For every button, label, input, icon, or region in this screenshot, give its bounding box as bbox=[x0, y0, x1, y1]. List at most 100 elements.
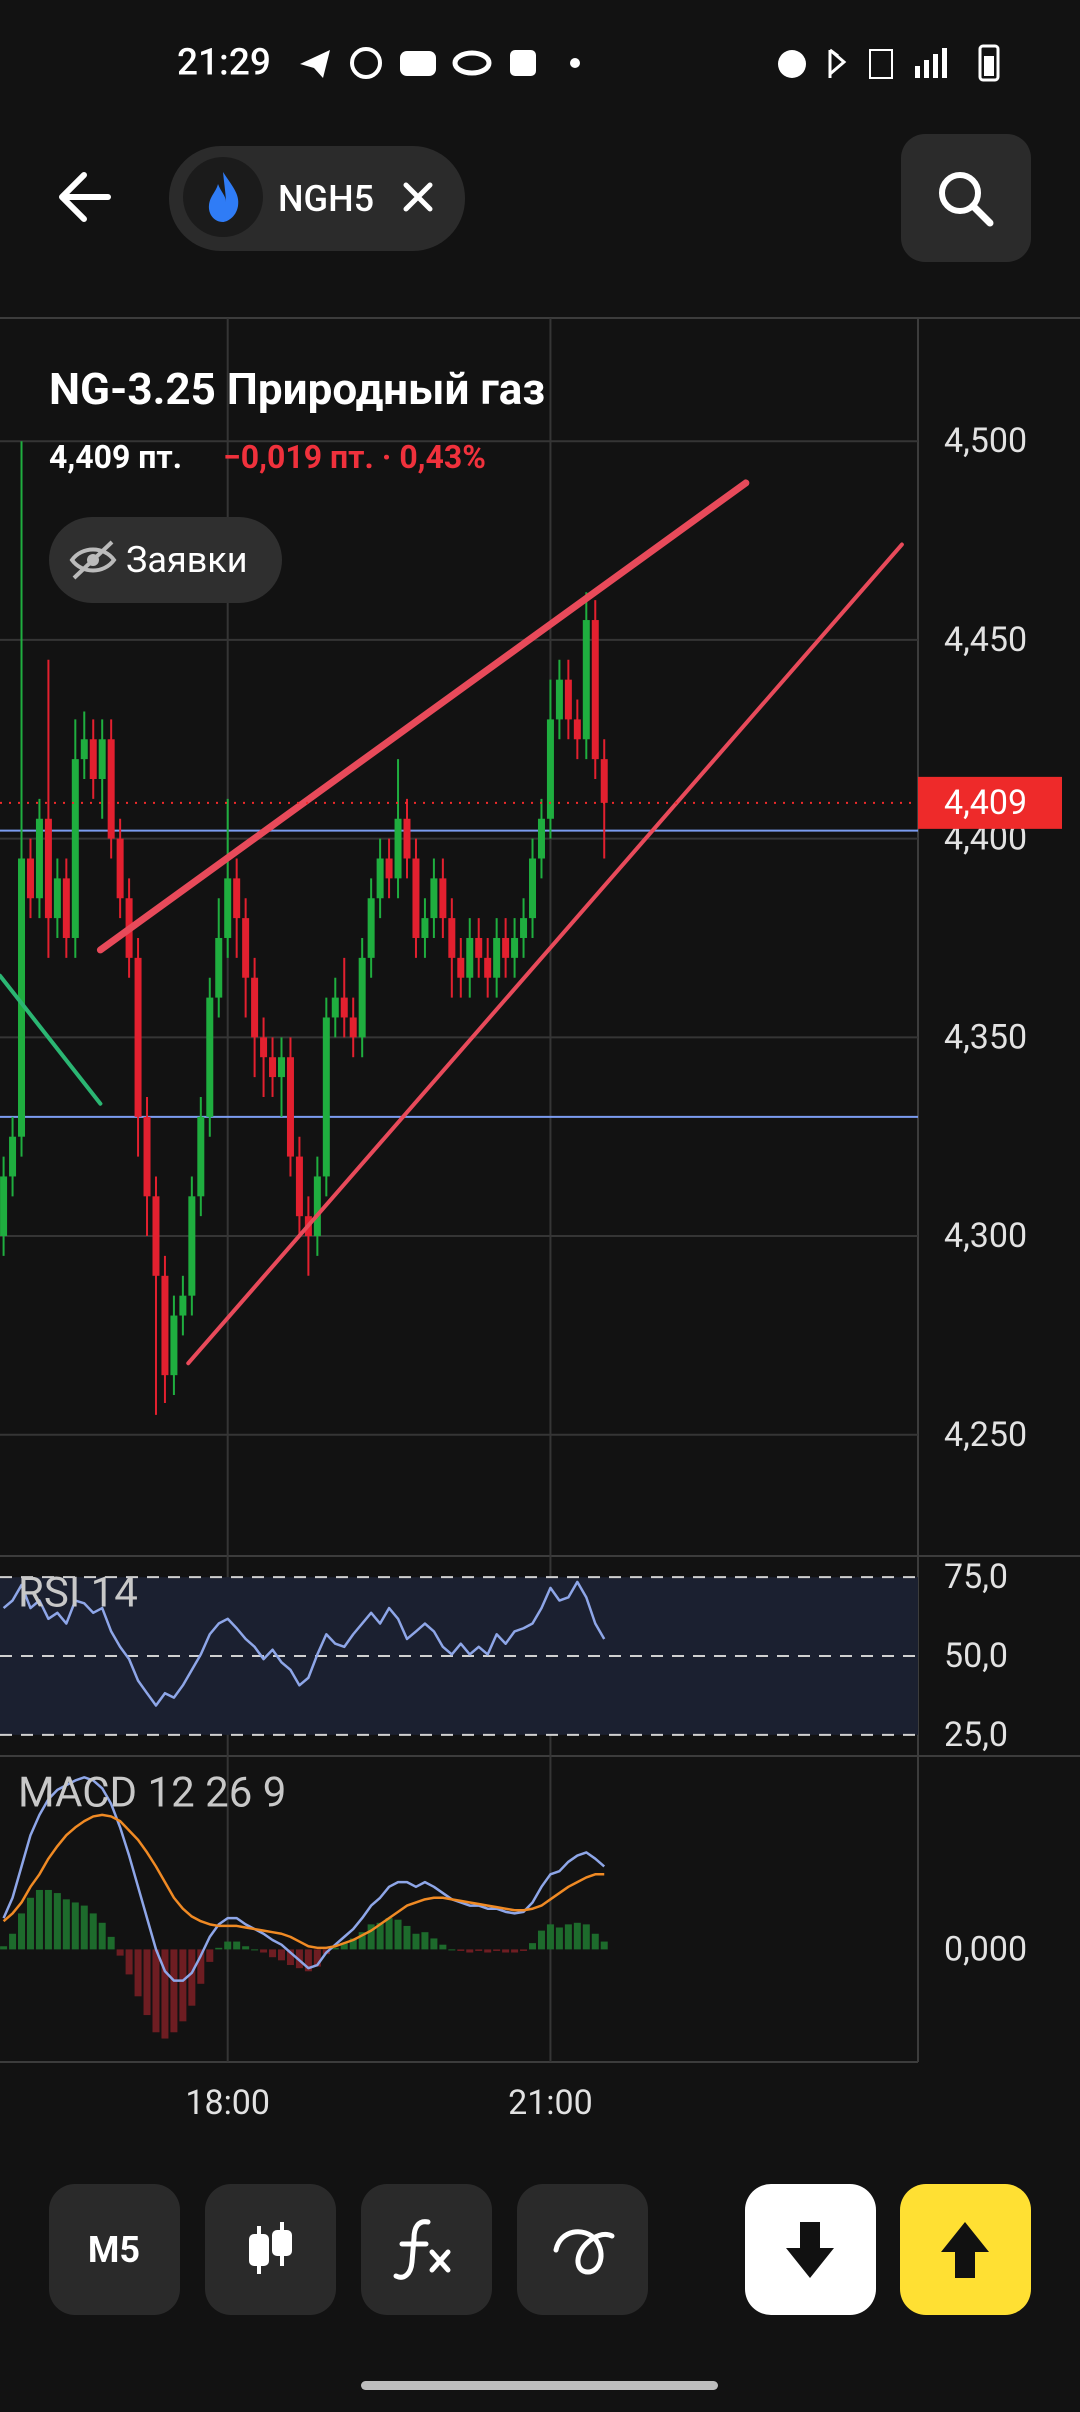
last-price-badge bbox=[918, 776, 1062, 829]
candle-body bbox=[286, 1057, 294, 1157]
buy-icon bbox=[941, 2222, 989, 2278]
candle-body bbox=[448, 918, 456, 958]
histogram-bar bbox=[233, 1941, 241, 1950]
trend-line bbox=[0, 973, 103, 1106]
y-tick-label: 4,450 bbox=[944, 620, 1027, 660]
back-button[interactable] bbox=[59, 172, 111, 222]
candle-body bbox=[555, 679, 563, 720]
histogram-bar bbox=[439, 1944, 447, 1950]
indicators-button[interactable] bbox=[361, 2184, 492, 2315]
candle-body bbox=[197, 1116, 205, 1197]
candle-body bbox=[62, 878, 70, 938]
histogram-bar bbox=[520, 1949, 528, 1951]
candle-body bbox=[502, 937, 510, 958]
candle-body bbox=[582, 620, 590, 740]
candle-body bbox=[170, 1315, 178, 1376]
histogram-bar bbox=[53, 1893, 61, 1950]
histogram-bar bbox=[0, 1946, 8, 1950]
candle-body bbox=[35, 818, 43, 899]
candle-body bbox=[53, 878, 61, 919]
candle-body bbox=[322, 1017, 330, 1177]
histogram-bar bbox=[107, 1936, 115, 1950]
candle-body bbox=[564, 679, 572, 720]
interval-button[interactable] bbox=[49, 2184, 180, 2315]
histogram-bar bbox=[98, 1922, 106, 1950]
histogram-bar bbox=[367, 1924, 375, 1950]
histogram-bar bbox=[511, 1949, 519, 1953]
histogram-bar bbox=[591, 1933, 599, 1950]
candle-body bbox=[9, 1136, 17, 1177]
candle-body bbox=[134, 957, 142, 1117]
indicator-line bbox=[2, 1776, 606, 1982]
candle-body bbox=[573, 719, 581, 740]
histogram-bar bbox=[188, 1949, 196, 2006]
y-tick-label: 4,250 bbox=[944, 1415, 1027, 1455]
close-ticker[interactable] bbox=[403, 182, 433, 212]
histogram-bar bbox=[573, 1922, 581, 1950]
orders-button[interactable] bbox=[49, 517, 282, 603]
histogram-bar bbox=[358, 1932, 366, 1950]
candle-body bbox=[376, 858, 384, 899]
candle-body bbox=[591, 620, 599, 760]
search-icon bbox=[939, 172, 981, 214]
chart-type-button[interactable] bbox=[205, 2184, 336, 2315]
histogram-bar bbox=[116, 1949, 124, 1956]
y-tick-label: 50,0 bbox=[944, 1636, 1008, 1676]
histogram-bar bbox=[340, 1943, 348, 1950]
histogram-bar bbox=[26, 1897, 34, 1950]
candle-body bbox=[511, 937, 519, 958]
indicator-line bbox=[2, 1580, 606, 1707]
candle-body bbox=[493, 937, 501, 978]
histogram-bar bbox=[277, 1949, 285, 1961]
drawing-icon bbox=[553, 2229, 615, 2275]
candle-body bbox=[349, 1017, 357, 1038]
histogram-bar bbox=[9, 1933, 17, 1950]
candle-body bbox=[358, 957, 366, 1038]
histogram-bar bbox=[179, 1949, 187, 2022]
trend-line bbox=[96, 479, 750, 954]
candle-body bbox=[295, 1156, 303, 1217]
histogram-bar bbox=[394, 1919, 402, 1950]
candle-body bbox=[600, 759, 608, 803]
candle-body bbox=[98, 739, 106, 780]
candle-body bbox=[116, 838, 124, 899]
histogram-bar bbox=[215, 1947, 223, 1950]
candle-body bbox=[215, 937, 223, 998]
y-tick-label: 25,0 bbox=[944, 1715, 1008, 1755]
candles-icon bbox=[249, 2222, 292, 2274]
histogram-bar bbox=[529, 1943, 537, 1950]
histogram-bar bbox=[349, 1938, 357, 1950]
panel-title: RSI 14 bbox=[18, 1569, 138, 1618]
histogram-bar bbox=[502, 1949, 510, 1953]
histogram-bar bbox=[466, 1949, 474, 1953]
histogram-bar bbox=[80, 1905, 88, 1950]
candle-body bbox=[412, 858, 420, 938]
candle-body bbox=[537, 818, 545, 859]
histogram-bar bbox=[286, 1949, 294, 1966]
y-tick-label: 4,300 bbox=[944, 1216, 1027, 1256]
histogram-bar bbox=[44, 1889, 52, 1950]
candle-body bbox=[475, 937, 483, 958]
search-button[interactable] bbox=[901, 134, 1031, 262]
panel-title: MACD 12 26 9 bbox=[18, 1769, 286, 1818]
candle-body bbox=[313, 1176, 321, 1237]
histogram-bar bbox=[170, 1949, 178, 2033]
candle-body bbox=[89, 739, 97, 780]
candle-body bbox=[152, 1196, 160, 1276]
histogram-bar bbox=[206, 1949, 214, 1962]
sell-icon bbox=[786, 2222, 834, 2278]
candle-body bbox=[484, 957, 492, 978]
histogram-bar bbox=[161, 1949, 169, 2039]
histogram-bar bbox=[331, 1947, 339, 1950]
histogram-bar bbox=[152, 1949, 160, 2033]
candle-body bbox=[188, 1196, 196, 1296]
instrument-title: NG-3.25 Природный газ bbox=[49, 363, 545, 415]
candle-body bbox=[251, 977, 259, 1038]
candle-body bbox=[394, 818, 402, 879]
histogram-bar bbox=[134, 1949, 142, 1997]
histogram-bar bbox=[260, 1949, 268, 1953]
trend-line bbox=[186, 542, 904, 1366]
histogram-bar bbox=[564, 1924, 572, 1950]
histogram-bar bbox=[18, 1913, 26, 1950]
